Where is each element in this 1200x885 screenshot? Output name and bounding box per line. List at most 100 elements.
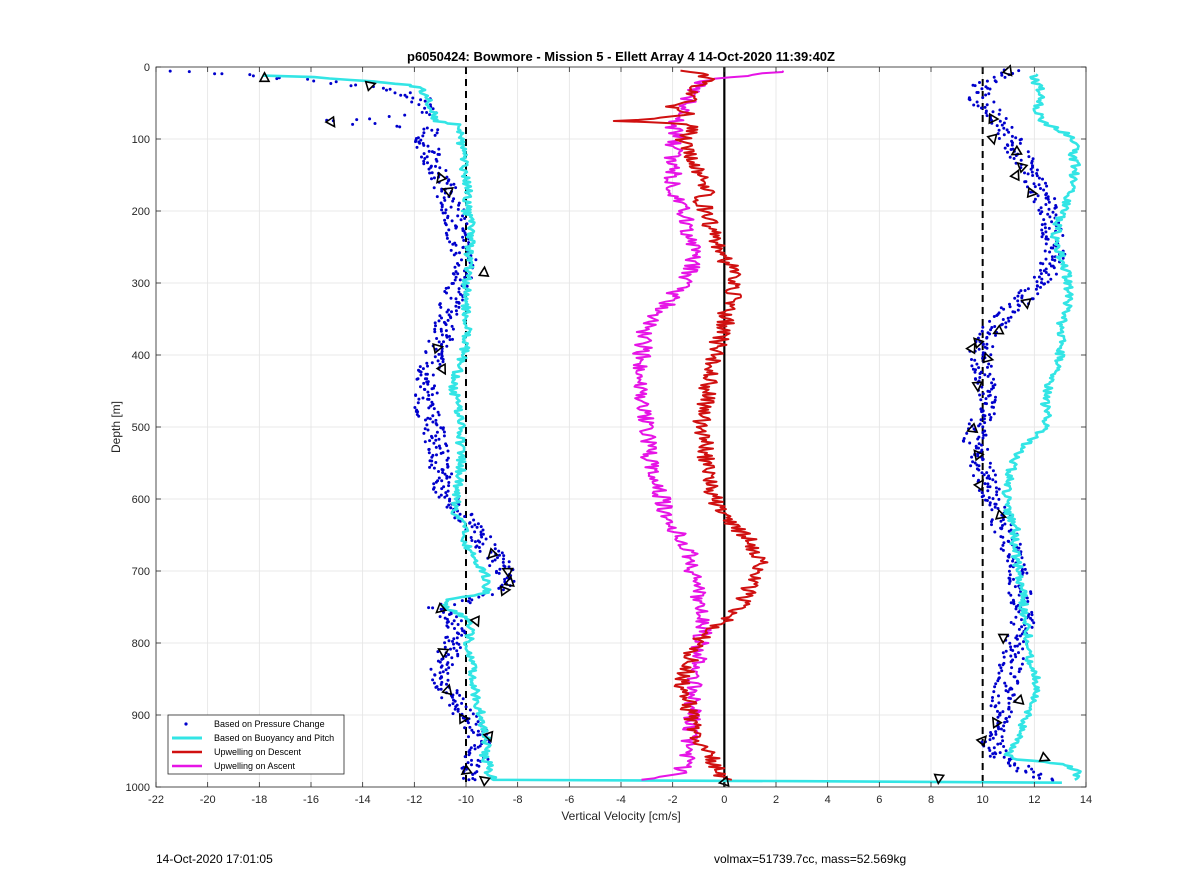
pressure-point: [1042, 269, 1046, 273]
pressure-point: [1007, 319, 1011, 323]
pressure-point: [1021, 647, 1025, 651]
pressure-point: [501, 588, 505, 592]
pressure-point: [447, 666, 451, 670]
pressure-point: [1004, 321, 1008, 325]
pressure-point: [427, 447, 431, 451]
pressure-point: [440, 657, 444, 661]
pressure-point: [418, 141, 422, 145]
pressure-point: [414, 140, 417, 144]
pressure-point: [445, 476, 449, 480]
pressure-point: [1004, 684, 1008, 688]
y-tick-label: 700: [132, 566, 150, 578]
pressure-point: [1023, 567, 1027, 571]
pressure-point: [1031, 174, 1035, 177]
pressure-point: [1017, 291, 1021, 295]
pressure-point: [1023, 171, 1026, 175]
pressure-point: [443, 616, 447, 620]
triangle-marker: [458, 712, 471, 725]
triangle-marker: [1001, 64, 1013, 77]
pressure-point: [1001, 651, 1005, 655]
pressure-point: [430, 361, 434, 365]
pressure-point: [994, 480, 998, 484]
pressure-point: [454, 309, 458, 313]
pressure-point: [459, 292, 462, 296]
pressure-point: [475, 525, 479, 529]
pressure-point: [427, 406, 431, 410]
pressure-point: [979, 418, 983, 422]
pressure-point: [987, 362, 991, 366]
y-tick-label: 600: [132, 494, 150, 506]
legend-swatch: [184, 722, 188, 726]
pressure-point: [453, 278, 457, 282]
pressure-point: [476, 720, 480, 724]
pressure-point: [423, 157, 427, 160]
pressure-point: [468, 708, 472, 712]
pressure-point: [460, 599, 464, 603]
pressure-point: [503, 565, 507, 569]
pressure-point: [473, 747, 477, 751]
chart-title: p6050424: Bowmore - Mission 5 - Ellett A…: [407, 49, 835, 64]
triangle-marker: [1026, 186, 1039, 199]
triangle-marker: [435, 171, 448, 184]
pressure-point: [1001, 524, 1004, 527]
pressure-point: [990, 405, 994, 409]
pressure-point: [417, 397, 421, 401]
pressure-point: [1001, 318, 1005, 321]
pressure-point: [1033, 197, 1037, 201]
pressure-point: [1053, 197, 1057, 201]
pressure-point: [1036, 292, 1040, 296]
pressure-point: [458, 693, 462, 697]
pressure-point: [1054, 272, 1058, 276]
pressure-point: [998, 713, 1002, 717]
pressure-point: [437, 340, 441, 344]
pressure-point: [446, 678, 450, 682]
pressure-point: [410, 100, 414, 104]
pressure-point: [1001, 535, 1005, 539]
pressure-point: [437, 495, 441, 499]
pressure-point: [1012, 622, 1016, 626]
pressure-point: [980, 410, 984, 414]
pressure-point: [472, 518, 476, 522]
pressure-point: [1002, 126, 1006, 130]
pressure-point: [432, 482, 436, 486]
pressure-point: [479, 525, 483, 529]
pressure-point: [432, 151, 436, 154]
pressure-point: [423, 377, 427, 381]
pressure-point: [1021, 657, 1025, 661]
pressure-point: [1002, 755, 1006, 759]
pressure-point: [451, 199, 455, 203]
pressure-point: [439, 687, 443, 691]
pressure-point: [990, 523, 993, 527]
pressure-point: [988, 390, 992, 394]
pressure-point: [470, 598, 474, 602]
pressure-point: [981, 431, 985, 434]
pressure-point: [986, 482, 990, 486]
pressure-point: [432, 176, 436, 180]
pressure-point: [1004, 649, 1008, 653]
pressure-point: [998, 119, 1002, 123]
pressure-point: [985, 476, 989, 480]
pressure-point: [449, 506, 453, 510]
pressure-point: [426, 144, 430, 148]
pressure-point: [1002, 121, 1006, 125]
pressure-point: [1007, 707, 1011, 711]
pressure-point: [434, 418, 438, 422]
series-based-on-buoyancy-and-pitch-line: [1001, 73, 1082, 781]
pressure-point: [995, 490, 999, 494]
pressure-point: [982, 417, 986, 421]
pressure-point: [961, 439, 965, 443]
pressure-point: [477, 595, 481, 599]
pressure-point: [275, 77, 279, 81]
x-tick-label: -2: [668, 794, 678, 806]
pressure-point: [998, 108, 1002, 112]
pressure-point: [1014, 136, 1018, 140]
pressure-point: [454, 705, 458, 709]
pressure-point: [468, 751, 472, 755]
pressure-point: [439, 665, 443, 669]
pressure-point: [457, 642, 461, 646]
pressure-point: [430, 393, 434, 397]
pressure-point: [446, 620, 450, 624]
pressure-point: [1002, 729, 1006, 733]
y-axis-label: Depth [m]: [109, 401, 123, 453]
pressure-point: [1037, 275, 1041, 279]
